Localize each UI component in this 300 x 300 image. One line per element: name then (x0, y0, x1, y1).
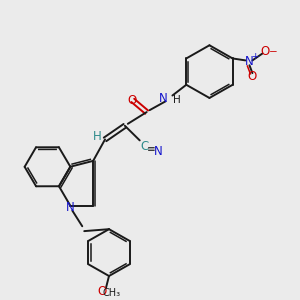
Text: O: O (127, 94, 136, 107)
Text: CH₃: CH₃ (103, 288, 121, 298)
Text: N: N (245, 55, 254, 68)
Text: −: − (269, 46, 278, 57)
Text: C: C (140, 140, 149, 153)
Text: N: N (154, 145, 163, 158)
Text: O: O (248, 70, 257, 83)
Text: H: H (173, 95, 181, 105)
Text: O: O (261, 45, 270, 58)
Text: O: O (98, 285, 107, 298)
Text: H: H (93, 130, 101, 143)
Text: ≡: ≡ (147, 144, 156, 154)
Text: N: N (66, 201, 75, 214)
Text: +: + (251, 52, 258, 61)
Text: N: N (159, 92, 167, 105)
